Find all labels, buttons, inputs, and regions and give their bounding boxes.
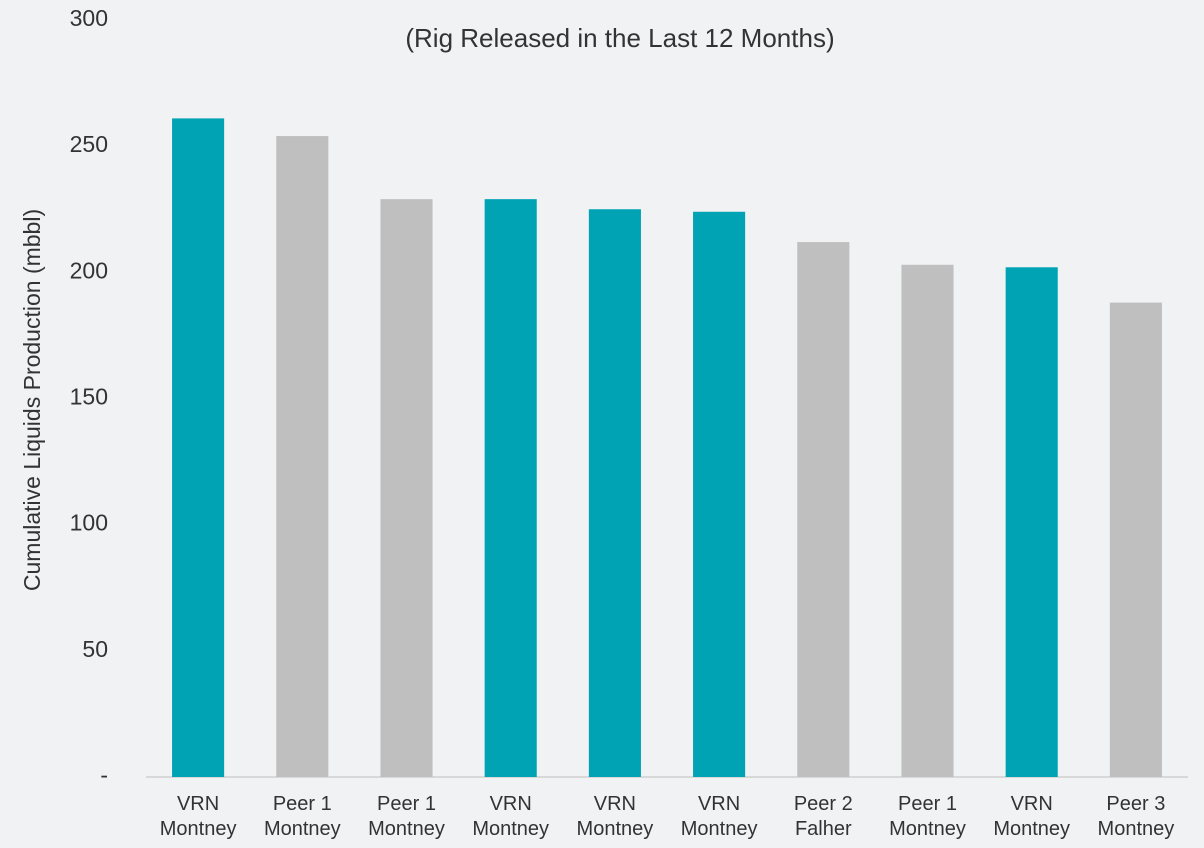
x-tick-label: VRN Montney: [576, 793, 654, 840]
chart-subtitle: (Rig Released in the Last 12 Months): [405, 23, 834, 53]
bar: [588, 209, 641, 777]
y-tick-label: 250: [70, 131, 108, 157]
y-tick-label: 300: [70, 5, 108, 31]
x-tick-label: Peer 1 Montney: [368, 793, 445, 840]
y-tick-label: 150: [70, 384, 108, 410]
y-axis-label: Cumulative Liquids Production (mbbl): [19, 209, 45, 591]
y-tick-label: 100: [70, 510, 108, 536]
bar: [172, 118, 225, 777]
bar: [797, 242, 850, 777]
x-tick-label: VRN Montney: [680, 793, 758, 840]
bar: [276, 136, 329, 777]
bar: [901, 264, 954, 778]
bar: [693, 211, 746, 778]
bar: [1109, 302, 1162, 777]
x-tick-label: Peer 2 Falher: [793, 793, 853, 840]
x-tick-label: VRN Montney: [159, 793, 237, 840]
x-tick-label: VRN Montney: [472, 793, 550, 840]
y-tick-label: 200: [70, 257, 108, 283]
x-tick-label: Peer 1 Montney: [889, 793, 966, 840]
bar: [380, 199, 433, 777]
bar: [484, 199, 537, 777]
x-tick-label: VRN Montney: [993, 793, 1071, 840]
y-tick-label: 50: [82, 636, 108, 662]
bar: [1005, 267, 1058, 777]
x-tick-label: Peer 1 Montney: [263, 793, 341, 840]
y-tick-label: -: [100, 762, 108, 788]
x-tick-label: Peer 3 Montney: [1097, 793, 1175, 840]
